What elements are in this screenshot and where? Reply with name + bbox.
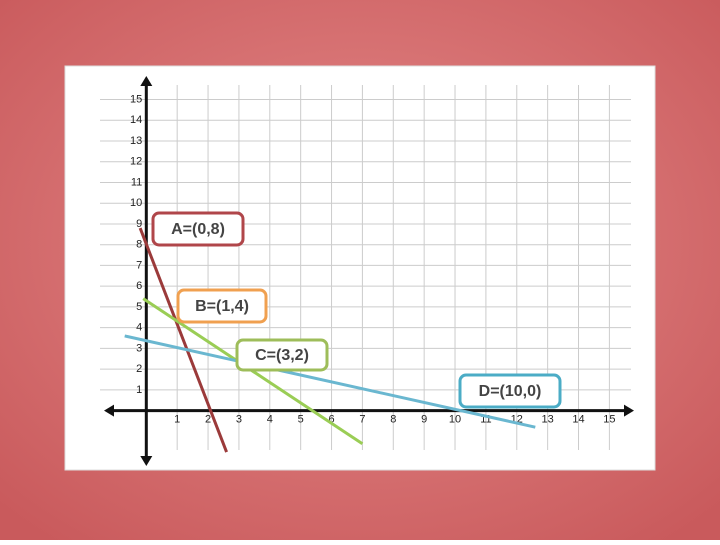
annotation-text: D=(10,0): [479, 383, 542, 400]
x-tick-label: 5: [298, 414, 304, 426]
x-tick-label: 6: [328, 414, 334, 426]
x-tick-label: 8: [390, 414, 396, 426]
x-arrow-right: [624, 404, 634, 417]
y-tick-label: 13: [130, 135, 142, 147]
y-tick-label: 2: [136, 363, 142, 375]
y-tick-label: 6: [136, 280, 142, 292]
x-tick-label: 13: [542, 414, 554, 426]
annotation-box: [458, 373, 562, 409]
y-arrow-top: [140, 76, 153, 86]
x-tick-label: 3: [236, 414, 242, 426]
y-tick-label: 11: [131, 176, 142, 188]
y-tick-label: 14: [130, 114, 142, 126]
y-tick-label: 8: [136, 239, 142, 251]
y-tick-label: 12: [130, 156, 142, 168]
y-tick-label: 1: [136, 384, 142, 396]
x-tick-label: 1: [174, 414, 180, 426]
y-arrow-bottom: [140, 456, 153, 466]
y-tick-label: 4: [136, 322, 142, 334]
y-tick-label: 5: [136, 301, 142, 313]
y-tick-label: 9: [136, 218, 142, 230]
plot: 1 2 3 4 5 6 7 8 9 10 11 12 13 14 151234567891011121314…: [100, 76, 634, 466]
line: [124, 334, 536, 429]
annotation-text: C=(3,2): [255, 347, 309, 364]
y-tick-label: 15: [130, 93, 142, 105]
x-tick-label: 11: [480, 414, 491, 426]
y-tick-label: 10: [130, 197, 142, 209]
annotation-text: A=(0,8): [171, 221, 225, 238]
annotation-text: B=(1,4): [195, 298, 249, 315]
x-tick-label: 9: [421, 414, 427, 426]
annotation-box: [176, 288, 268, 324]
x-arrow-left: [104, 404, 114, 417]
x-tick-label: 2: [205, 414, 211, 426]
line: [138, 227, 228, 453]
y-tick-label: 7: [136, 259, 142, 271]
x-tick-label: 14: [572, 414, 584, 426]
x-tick-label: 10: [449, 414, 461, 426]
annotation-box: [151, 211, 245, 247]
y-tick-label: 3: [136, 342, 142, 354]
x-tick-label: 7: [359, 414, 365, 426]
x-tick-label: 15: [603, 414, 615, 426]
x-tick-label: 4: [267, 414, 273, 426]
annotation-box: [235, 338, 329, 372]
